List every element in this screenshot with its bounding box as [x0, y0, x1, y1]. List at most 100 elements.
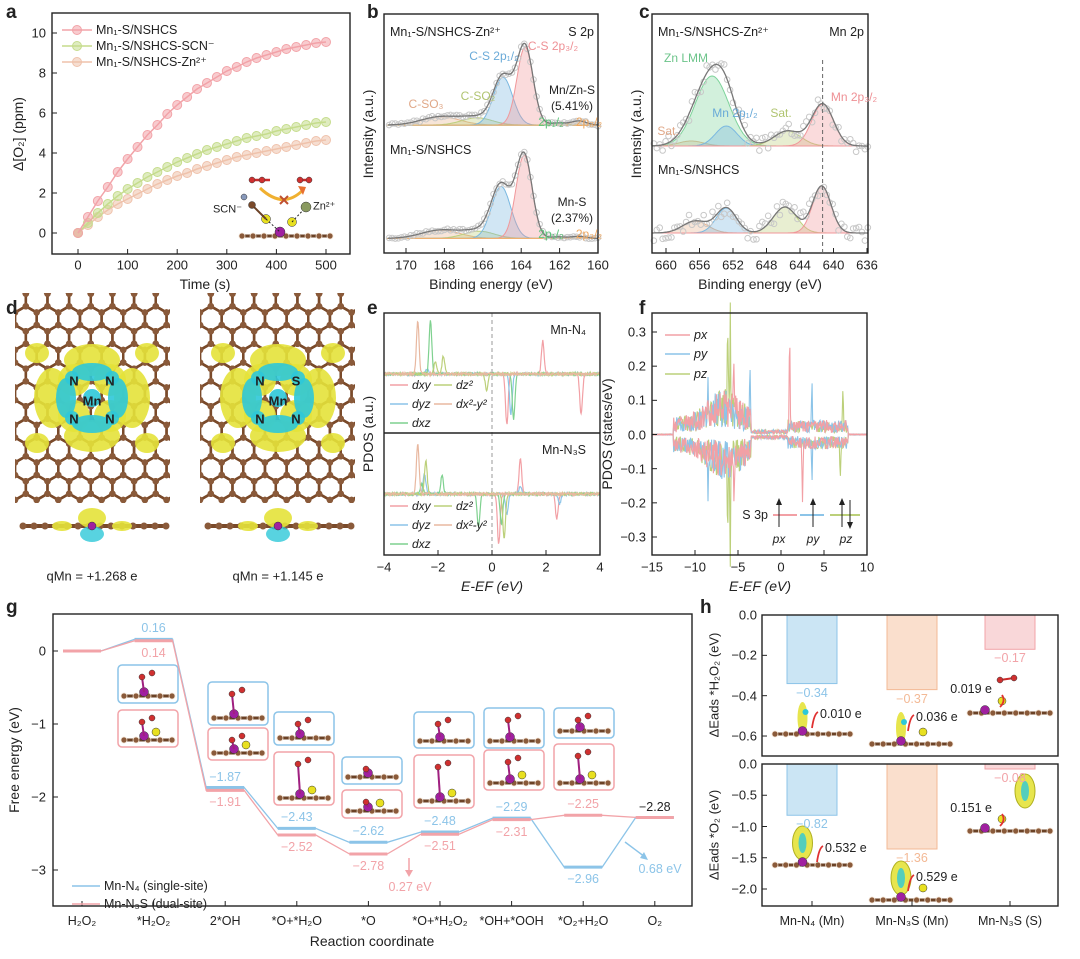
- carbon-atom: [33, 471, 40, 479]
- carbon-atom: [55, 509, 61, 515]
- carbon-atom: [163, 421, 170, 429]
- carbon-atom: [250, 293, 258, 297]
- data-point: [456, 112, 464, 119]
- carbon-atom: [359, 366, 365, 372]
- data-point: [438, 227, 445, 235]
- y-axis-label: PDOS (a.u.): [360, 395, 376, 473]
- charge-density-cyan: [266, 526, 290, 542]
- panel-label-c: c: [639, 2, 650, 23]
- carbon-atom: [522, 737, 530, 745]
- y-axis-label: Intensity (a.u.): [628, 89, 644, 179]
- carbon-atom: [185, 497, 191, 503]
- x-tick-label: 200: [166, 257, 189, 273]
- carbon-atom: [175, 347, 181, 353]
- carbon-atom: [163, 509, 169, 515]
- data-point: [496, 180, 503, 188]
- carbon-atom: [207, 378, 215, 385]
- arrow-head: [298, 186, 306, 195]
- carbon-atom: [1, 478, 7, 484]
- carbon-atom: [1, 416, 7, 422]
- graphene-ring: [362, 363, 384, 388]
- percent-label: (2.37%): [550, 211, 594, 225]
- graphene-ring: [177, 400, 199, 425]
- carbon-atom: [347, 522, 355, 530]
- carbon-atom: [1, 266, 7, 272]
- carbon-atom: [175, 497, 181, 503]
- charge-density-cyan: [258, 363, 298, 381]
- carbon-atom: [359, 341, 365, 347]
- peak-label: Mn 2p₁/₂: [712, 106, 758, 120]
- y-tick-label: 4: [38, 145, 46, 161]
- carbon-atom: [771, 861, 779, 869]
- carbon-atom: [207, 322, 213, 328]
- legend-label: dyz: [412, 518, 431, 532]
- carbon-atom: [325, 522, 333, 530]
- carbon-atom: [65, 478, 73, 485]
- carbon-atom: [175, 459, 181, 465]
- data-point: [539, 115, 547, 122]
- carbon-atom: [229, 516, 235, 522]
- structure-inset-mn-n3s: [553, 743, 615, 791]
- graphene-ring: [15, 498, 17, 503]
- carbon-atom: [305, 509, 311, 515]
- mn-atom: [896, 736, 906, 746]
- carbon-atom: [215, 522, 223, 530]
- carbon-atom: [141, 496, 149, 503]
- carbon-atom: [44, 516, 50, 522]
- y-tick-label: 0.0: [738, 607, 757, 623]
- data-point: [773, 203, 781, 210]
- charge-density-yellow: [135, 433, 159, 453]
- carbon-atom: [174, 491, 180, 497]
- carbon-atom: [294, 266, 300, 272]
- graphene-ring: [177, 475, 199, 500]
- carbon-atom: [294, 293, 301, 297]
- carbon-atom: [305, 346, 312, 354]
- data-point: [650, 237, 658, 244]
- carbon-atom: [868, 896, 876, 904]
- energy-value-label: −2.43: [280, 810, 313, 825]
- x-tick-label: −2: [430, 559, 446, 575]
- data-point: [750, 236, 757, 243]
- charge-density-cyan: [258, 415, 298, 433]
- s-atom: [447, 788, 457, 798]
- legend-label: dyz: [412, 397, 431, 411]
- carbon-atom: [185, 509, 191, 515]
- carbon-atom: [1, 453, 7, 459]
- carbon-atom: [359, 266, 365, 272]
- envelope-line: [652, 63, 868, 147]
- carbon-atom: [326, 321, 334, 329]
- carbon-atom: [359, 291, 365, 297]
- carbon-atom: [250, 328, 258, 335]
- carbon-atom: [229, 328, 236, 335]
- carbon-atom: [98, 471, 105, 479]
- carbon-atom: [175, 322, 181, 328]
- charge-density-cyan: [108, 378, 128, 418]
- carbon-atom: [76, 321, 84, 329]
- data-point: [201, 78, 212, 88]
- carbon-atom: [359, 303, 365, 309]
- legend-label: Mn₁-S/NSHCS: [96, 22, 178, 37]
- carbon-atom: [327, 509, 333, 515]
- carbon-atom: [294, 478, 301, 485]
- carbon-atom: [592, 779, 600, 787]
- o-atom: [996, 676, 1004, 684]
- carbon-atom: [12, 284, 18, 290]
- carbon-atom: [356, 807, 364, 815]
- x-category-label: *O+*H₂O: [271, 913, 322, 928]
- structure-inset-mn-n3s: [117, 709, 179, 748]
- data-point: [192, 84, 203, 94]
- carbon-atom: [174, 478, 180, 484]
- y-tick-label: −0.2: [620, 495, 646, 511]
- carbon-atom: [1012, 709, 1020, 717]
- carbon-atom: [55, 471, 62, 479]
- graphene-ring: [293, 293, 302, 296]
- carbon-atom: [348, 396, 355, 404]
- carbon-atom: [33, 284, 39, 290]
- charge-density-cyan: [251, 371, 265, 385]
- carbon-atom: [326, 421, 334, 429]
- data-point: [576, 234, 583, 241]
- carbon-atom: [22, 293, 30, 297]
- data-point: [585, 235, 593, 242]
- legend-label: dz²: [456, 378, 473, 392]
- carbon-atom: [174, 341, 180, 347]
